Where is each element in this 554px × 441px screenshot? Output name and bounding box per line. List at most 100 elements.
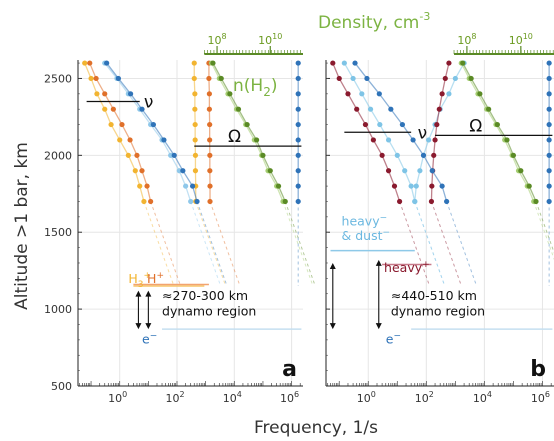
data-point xyxy=(494,121,500,128)
dynamo-arrow-right-b-head-bottom xyxy=(375,323,382,330)
data-point xyxy=(144,183,150,189)
data-point xyxy=(191,60,197,66)
data-point xyxy=(88,75,94,82)
data-point xyxy=(192,152,199,158)
extrapolation-line xyxy=(209,201,241,287)
data-point xyxy=(104,60,110,66)
x-tick-label: 104 xyxy=(223,390,242,405)
dynamo-arrow-left-b-head-bottom xyxy=(329,323,336,330)
data-point xyxy=(429,183,435,189)
data-point xyxy=(330,60,336,66)
dynamo-arrow-left-a-head-top xyxy=(135,290,142,297)
data-point xyxy=(192,137,198,143)
density-tick-label: 1010 xyxy=(509,32,533,47)
series-line xyxy=(414,62,465,202)
guide-lines xyxy=(133,249,553,330)
data-point xyxy=(546,106,552,112)
data-point xyxy=(207,168,213,174)
data-point xyxy=(350,75,356,82)
series-h-collisions xyxy=(87,60,182,287)
data-point xyxy=(82,60,88,66)
series-n-h2- xyxy=(458,60,554,261)
data-point xyxy=(117,137,123,143)
data-point xyxy=(171,152,177,158)
extrapolation-line xyxy=(446,201,478,287)
series-n-h2-lower xyxy=(210,60,316,287)
data-point xyxy=(417,168,423,174)
data-point xyxy=(244,121,250,128)
data-point xyxy=(439,183,445,189)
data-point xyxy=(446,91,452,97)
data-point xyxy=(93,75,99,82)
series-line xyxy=(430,62,450,202)
data-point xyxy=(191,75,197,82)
data-point xyxy=(364,75,370,82)
extrapolation-line xyxy=(143,201,175,287)
data-point xyxy=(546,198,552,205)
data-point xyxy=(442,75,448,82)
data-point xyxy=(108,121,114,128)
data-point xyxy=(194,198,200,205)
data-point xyxy=(183,183,189,189)
data-point xyxy=(206,106,212,112)
data-point xyxy=(452,75,458,82)
data-point xyxy=(161,137,167,143)
electron-label-b: e− xyxy=(386,332,401,347)
x-tick-label: 106 xyxy=(280,390,299,405)
data-point xyxy=(275,183,282,189)
data-point xyxy=(94,91,100,97)
series-line xyxy=(84,62,145,202)
grid xyxy=(78,60,554,387)
data-point xyxy=(137,183,143,189)
data-point xyxy=(426,137,432,143)
data-point xyxy=(526,183,532,189)
data-point xyxy=(295,137,301,143)
series-line xyxy=(462,62,537,202)
extrapolation-line xyxy=(414,201,446,287)
data-point xyxy=(192,121,198,128)
series-line xyxy=(210,62,284,202)
data-point xyxy=(546,121,552,128)
y-tick-label: 1500 xyxy=(44,226,72,239)
data-point xyxy=(128,91,134,97)
nu-label: ν xyxy=(418,123,428,143)
data-point xyxy=(295,168,301,174)
data-point xyxy=(295,106,301,112)
series-electron-collisions xyxy=(352,60,478,287)
data-point xyxy=(168,152,174,158)
dynamo-range-a: ≈270-300 km xyxy=(162,288,248,303)
dynamo-arrow-right-a-head-top xyxy=(145,290,152,297)
series-line xyxy=(212,62,286,202)
data-point xyxy=(412,198,418,205)
extrapolation-line xyxy=(535,201,554,254)
series-n-h2-lower xyxy=(460,60,554,254)
data-point xyxy=(379,152,385,158)
density-tick-label: 108 xyxy=(208,32,227,47)
data-point xyxy=(362,121,369,128)
series-line xyxy=(104,62,192,202)
data-point xyxy=(125,152,131,158)
series-line xyxy=(193,63,197,202)
data-point xyxy=(295,60,301,66)
dynamo-arrow-right-b-head-top xyxy=(375,259,382,266)
data-point xyxy=(148,198,154,205)
data-point xyxy=(102,106,108,112)
series-heavy-gyrofrequency xyxy=(412,60,467,287)
dynamo-arrow-left-a-head-bottom xyxy=(135,323,142,330)
data-point xyxy=(341,60,347,66)
data-point xyxy=(295,121,301,128)
data-point xyxy=(207,137,213,143)
dynamo-region-a: dynamo region xyxy=(162,303,256,318)
data-point xyxy=(176,168,182,174)
data-point xyxy=(206,75,212,82)
data-point xyxy=(235,106,242,112)
data-point xyxy=(444,198,450,205)
data-point xyxy=(354,106,360,112)
data-point xyxy=(370,137,376,143)
density-tick-label: 108 xyxy=(457,32,476,47)
data-point xyxy=(546,152,552,158)
data-point xyxy=(546,75,552,82)
omega-label: Ω xyxy=(469,116,482,136)
data-point xyxy=(396,198,403,205)
